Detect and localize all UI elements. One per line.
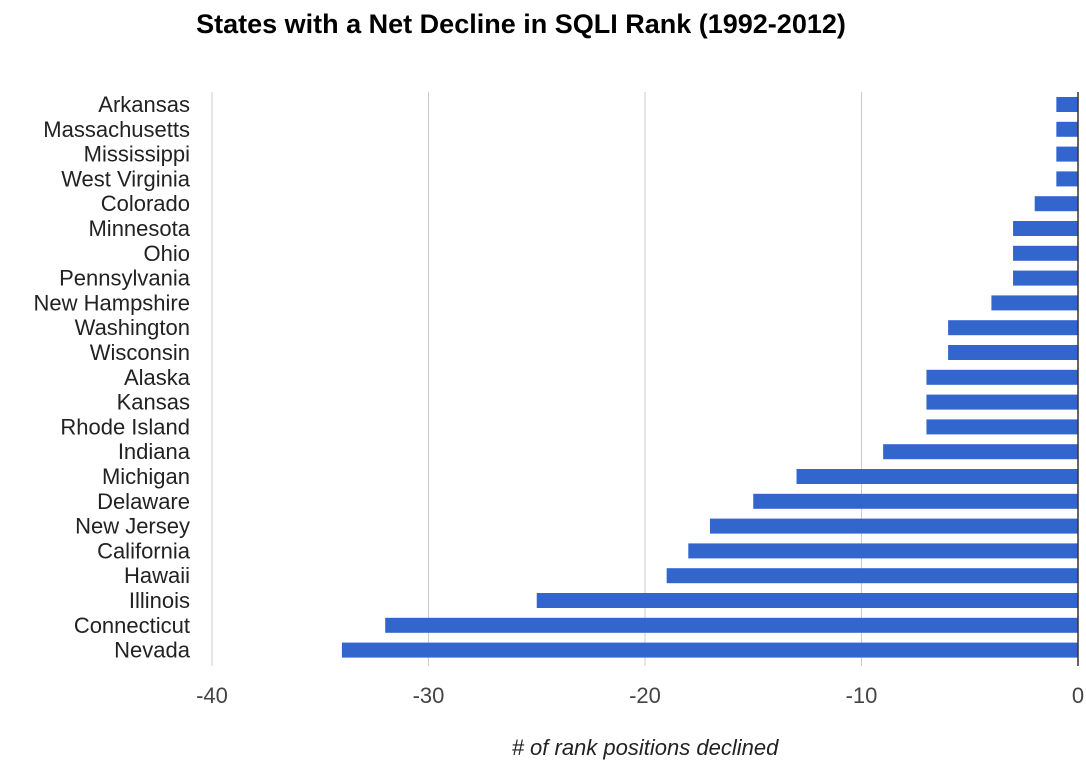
category-label: Colorado [101, 191, 190, 216]
x-tick-label: -10 [846, 683, 878, 708]
category-label: Rhode Island [60, 414, 190, 439]
bar [341, 642, 1078, 658]
bar [688, 543, 1078, 559]
category-label: Alaska [124, 365, 191, 390]
x-axis-title: # of rank positions declined [512, 735, 779, 760]
bar [536, 593, 1078, 608]
bar [1056, 97, 1078, 112]
bar [1013, 221, 1078, 236]
x-tick-label: -30 [413, 683, 445, 708]
bar [753, 493, 1078, 509]
category-label: New Hampshire [34, 290, 191, 315]
category-label: West Virginia [61, 166, 191, 191]
x-tick-label: -20 [629, 683, 661, 708]
category-label: Ohio [144, 241, 190, 266]
bar [948, 320, 1078, 336]
bar [1056, 146, 1078, 162]
bar [1056, 171, 1078, 187]
category-label: Massachusetts [43, 117, 190, 142]
x-tick-label: 0 [1072, 683, 1084, 708]
category-label: Indiana [118, 439, 191, 464]
category-label: Nevada [114, 638, 191, 663]
bar [1013, 270, 1078, 286]
bar [385, 617, 1078, 633]
category-label: Hawaii [124, 563, 190, 588]
bar [948, 345, 1078, 360]
x-tick-labels: -40 -30 -20 -10 0 [196, 683, 1084, 708]
bar [1056, 121, 1078, 137]
bar [991, 295, 1078, 311]
bar [796, 469, 1078, 484]
category-label: New Jersey [75, 514, 190, 539]
category-label: Delaware [97, 489, 190, 514]
bar [926, 369, 1078, 385]
category-label: Michigan [102, 464, 190, 489]
category-label: Illinois [129, 588, 190, 613]
category-label: Wisconsin [90, 340, 190, 365]
category-label: Kansas [117, 390, 190, 415]
category-label: Connecticut [74, 613, 190, 638]
bar [666, 568, 1078, 584]
category-label: Washington [75, 315, 190, 340]
bar [926, 419, 1078, 435]
bar [1034, 196, 1078, 212]
bar [709, 518, 1078, 534]
x-tick-label: -40 [196, 683, 228, 708]
bar [1013, 245, 1078, 261]
chart-title: States with a Net Decline in SQLI Rank (… [196, 9, 846, 39]
category-label: Arkansas [98, 92, 190, 117]
category-label: Mississippi [84, 142, 190, 167]
bar [883, 444, 1078, 460]
bar [926, 394, 1078, 410]
category-label: California [97, 538, 191, 563]
bars [341, 97, 1078, 658]
category-label: Minnesota [88, 216, 190, 241]
category-label: Pennsylvania [59, 266, 191, 291]
